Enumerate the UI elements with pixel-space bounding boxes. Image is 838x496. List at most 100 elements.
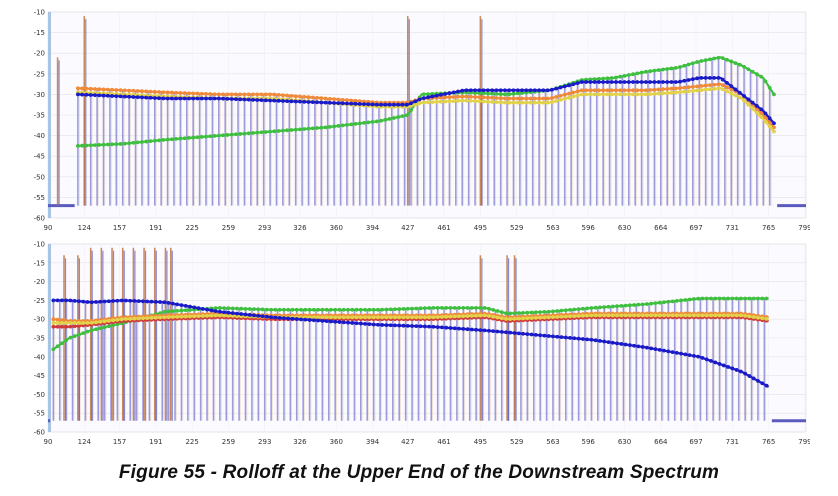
chart0-series-point-1	[579, 88, 584, 93]
chart0-series-point-3	[494, 88, 499, 93]
chart1-series-point-4	[51, 298, 56, 303]
chart1-series-point-4	[384, 323, 389, 328]
chart1-series-point-3	[636, 313, 641, 318]
chart1-series-point-0	[657, 300, 662, 305]
chart1-series-point-3	[64, 321, 69, 325]
chart0-series-point-2	[592, 92, 597, 97]
chart0-series-point-0	[114, 142, 119, 147]
chart1-series-point-0	[81, 331, 86, 336]
chart0-series-point-1	[93, 87, 97, 91]
chart1-series-point-3	[615, 313, 619, 318]
chart0-series-point-0	[84, 143, 89, 148]
chart0-series-point-2	[759, 115, 764, 119]
chart0-series-point-3	[481, 88, 486, 93]
chart1-series-point-4	[756, 378, 760, 383]
chart0-series-point-1	[238, 92, 243, 97]
chart1-x-tick-label-5: 259	[222, 438, 235, 446]
chart0-series-point-3	[413, 99, 418, 104]
chart0-series-point-0	[272, 129, 277, 134]
chart0-series-point-0	[409, 108, 413, 113]
chart1-series-point-3	[610, 313, 615, 318]
chart1-x-tick-label-21: 799	[798, 438, 810, 446]
chart0-series-point-1	[673, 86, 678, 91]
chart0-series-point-2	[742, 98, 746, 103]
chart0-series-point-1	[686, 85, 691, 90]
chart0-series-point-2	[541, 100, 546, 105]
chart1-series-point-4	[726, 365, 730, 369]
chart1-series-point-3	[529, 316, 534, 321]
chart0-series-point-3	[187, 96, 191, 101]
chart0-series-point-2	[605, 92, 610, 97]
chart1-series-point-4	[670, 350, 675, 354]
chart0-series-point-0	[110, 142, 114, 147]
chart1-series-point-0	[585, 306, 590, 311]
chart1-series-point-3	[149, 316, 154, 320]
chart0-x-tick-label-14: 563	[546, 224, 559, 232]
chart0-series-point-0	[302, 127, 307, 131]
chart0-series-point-1	[140, 89, 144, 94]
chart1-series-point-0	[610, 304, 615, 309]
chart0-y-tick-label-0: -10	[34, 9, 45, 17]
chart0-series-point-3	[157, 96, 161, 101]
chart1-series-point-3	[504, 317, 508, 321]
chart1-series-point-2	[77, 323, 81, 328]
chart0-series-point-2	[690, 88, 695, 93]
chart0-series-point-2	[733, 93, 738, 98]
chart1-series-point-3	[341, 315, 346, 320]
chart0-series-point-2	[430, 100, 435, 105]
chart1-series-point-4	[760, 381, 765, 386]
chart0-series-point-3	[400, 102, 405, 107]
chart0-series-point-2	[545, 100, 550, 105]
chart0-series-point-1	[451, 95, 456, 99]
chart0-series-point-0	[349, 122, 354, 127]
chart1-series-point-3	[623, 313, 628, 318]
chart1-series-point-4	[294, 317, 299, 321]
chart0-series-point-1	[246, 92, 251, 97]
chart1-series-point-4	[700, 356, 705, 360]
chart0-series-point-0	[485, 91, 490, 96]
chart0-series-point-0	[708, 57, 712, 62]
chart0-series-point-1	[558, 93, 563, 98]
chart0-series-point-2	[686, 89, 691, 94]
chart1-series-point-3	[717, 313, 722, 318]
chart0-series-point-3	[737, 90, 742, 95]
chart1-series-point-4	[589, 337, 594, 342]
chart0-series-point-0	[127, 141, 132, 146]
chart0-series-point-0	[310, 126, 315, 131]
chart0-series-point-1	[554, 94, 559, 99]
chart1-x-tick-label-20: 765	[762, 438, 775, 446]
chart0-series-point-2	[643, 92, 648, 97]
chart1-series-point-0	[679, 298, 683, 303]
chart0-series-point-1	[212, 92, 217, 97]
chart1-series-point-3	[674, 313, 679, 318]
chart1-series-point-4	[128, 298, 133, 303]
chart1-series-point-4	[649, 346, 654, 351]
chart0-series-point-3	[246, 97, 251, 102]
chart0-series-point-1	[503, 96, 507, 101]
chart1-series-point-0	[405, 306, 410, 311]
chart0-series-point-0	[178, 136, 183, 141]
chart1-series-point-0	[457, 306, 461, 310]
chart1-series-point-4	[85, 300, 90, 304]
chart1-series-point-0	[341, 307, 346, 312]
chart0-series-point-1	[550, 96, 554, 100]
chart1-series-point-3	[51, 321, 56, 325]
chart0-series-point-2	[426, 100, 430, 105]
chart1-series-point-4	[247, 313, 252, 317]
chart1-series-point-4	[610, 340, 615, 345]
chart0-series-point-0	[362, 121, 366, 125]
chart1-y-tick-label-2: -20	[34, 278, 45, 286]
chart0-series-point-3	[473, 88, 477, 93]
chart1-series-point-4	[158, 300, 162, 304]
chart1-series-point-4	[717, 362, 722, 366]
chart1-series-point-4	[653, 347, 658, 351]
chart0-series-point-2	[485, 99, 490, 104]
chart1-series-point-4	[593, 338, 598, 343]
chart0-series-point-3	[161, 96, 166, 101]
chart0-series-point-3	[101, 93, 106, 98]
chart0-series-point-3	[191, 96, 196, 101]
chart1-series-point-1	[55, 317, 60, 322]
chart0-series-point-1	[340, 97, 345, 102]
chart0-x-tick-label-19: 731	[726, 224, 739, 232]
chart0-series-point-3	[682, 78, 687, 83]
